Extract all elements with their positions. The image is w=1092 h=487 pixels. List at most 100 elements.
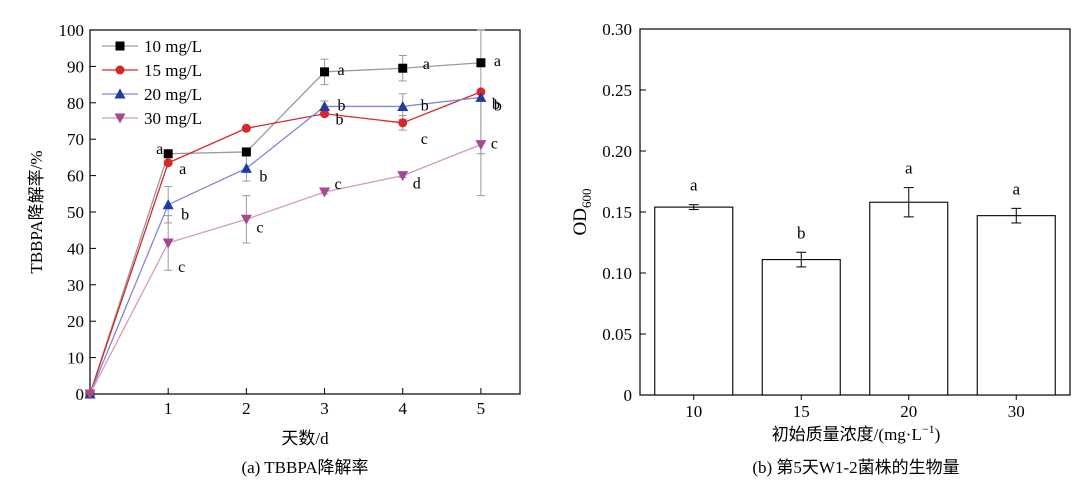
data-point <box>475 140 487 151</box>
significance-letter: c <box>421 131 428 148</box>
panel-b-x-axis: 10 15 20 30 <box>685 395 1025 421</box>
significance-letter: c <box>256 219 263 236</box>
data-point <box>162 199 174 210</box>
panel-b-x-axis-title: 初始质量浓度/(mg·L−1) <box>772 422 941 444</box>
data-point <box>476 58 486 68</box>
significance-letter: b <box>494 97 502 114</box>
panel-a-legend: 10 mg/L 15 mg/L 20 mg/L 30 mg/L <box>102 37 202 128</box>
data-point <box>319 187 331 198</box>
y-tick-label: 0.20 <box>602 142 632 161</box>
y-tick-label: 0 <box>624 386 633 405</box>
x-tick-label: 30 <box>1008 402 1025 421</box>
data-point <box>398 63 408 73</box>
bar <box>761 259 841 396</box>
data-point <box>397 171 409 182</box>
panel-b-bars <box>654 201 1056 396</box>
y-tick-label: 0.15 <box>602 203 632 222</box>
y-tick-label: 0.30 <box>602 20 632 39</box>
x-tick-label: 1 <box>164 399 173 418</box>
x-tick-label: 10 <box>685 402 702 421</box>
y-tick-label: 0.25 <box>602 81 632 100</box>
significance-letter: b <box>181 207 189 224</box>
y-tick-label: 100 <box>59 21 85 40</box>
data-point <box>397 100 409 111</box>
bar <box>869 201 949 396</box>
y-tick-label: 0.05 <box>602 325 632 344</box>
y-tick-label: 80 <box>67 94 84 113</box>
data-point <box>240 214 252 225</box>
data-point <box>398 118 408 128</box>
x-tick-label: 20 <box>900 402 917 421</box>
panel-a-markers <box>84 58 487 400</box>
significance-letter: b <box>492 96 500 113</box>
panel-a-caption: (a) TBBPA降解率 <box>241 458 368 477</box>
significance-letter: a <box>423 56 430 73</box>
series-line <box>89 62 481 395</box>
data-point <box>475 91 487 102</box>
significance-letter: d <box>413 176 421 193</box>
significance-letter: a <box>156 141 163 158</box>
y-tick-label: 70 <box>67 130 84 149</box>
data-point <box>163 149 173 159</box>
panel-b-y-axis-title: OD600 <box>570 189 594 236</box>
data-point <box>241 147 251 157</box>
y-tick-label: 30 <box>67 276 84 295</box>
significance-letter: b <box>797 223 806 242</box>
legend-label: 20 mg/L <box>144 85 202 104</box>
data-point <box>319 100 331 111</box>
significance-letter: b <box>336 112 344 129</box>
panel-b-y-axis-title-main: OD <box>570 208 591 235</box>
panel-a-y-axis-title: TBBPA降解率/% <box>27 150 46 273</box>
significance-letter: a <box>338 62 345 79</box>
series-line <box>89 144 482 395</box>
y-tick-label: 90 <box>67 57 84 76</box>
panel-b-x-axis-title-sup: −1 <box>922 422 935 436</box>
significance-letter: a <box>494 53 501 70</box>
significance-letter: b <box>259 168 267 185</box>
y-tick-label: 20 <box>67 312 84 331</box>
significance-letter: a <box>179 161 186 178</box>
panel-a-y-axis: 0 10 20 30 40 50 60 70 80 90 100 <box>59 21 96 404</box>
data-point <box>84 389 96 400</box>
significance-letter: b <box>338 97 346 114</box>
significance-letter: a <box>690 176 698 195</box>
panel-a-x-axis-title: 天数/d <box>281 429 329 448</box>
panel-a-x-axis: 1 2 3 4 5 <box>164 388 485 418</box>
bar <box>654 206 734 396</box>
data-point <box>240 162 252 173</box>
legend-marker <box>114 88 126 99</box>
data-point <box>320 67 330 77</box>
panel-b-significance-letters: a b a a <box>690 159 1021 243</box>
significance-letter: c <box>178 259 185 276</box>
significance-letter: c <box>491 136 498 153</box>
series-line <box>89 91 482 395</box>
panel-a-series-lines <box>89 62 482 395</box>
significance-letter: b <box>421 97 429 114</box>
legend-marker <box>115 41 125 51</box>
y-tick-label: 40 <box>67 239 84 258</box>
significance-letter: a <box>905 159 913 178</box>
bar <box>976 215 1056 396</box>
data-point <box>241 123 251 133</box>
y-tick-label: 10 <box>67 349 84 368</box>
legend-marker <box>114 113 126 124</box>
panel-b-biomass-chart: 0 0.05 0.10 0.15 0.20 0.25 0.30 10 15 20 30 a b aa … <box>570 20 1071 477</box>
x-tick-label: 15 <box>793 402 810 421</box>
panel-b-x-axis-title-end: ) <box>935 425 941 444</box>
significance-letter: c <box>335 176 342 193</box>
y-tick-label: 60 <box>67 167 84 186</box>
x-tick-label: 5 <box>477 399 486 418</box>
x-tick-label: 4 <box>398 399 407 418</box>
panel-b-y-axis: 0 0.05 0.10 0.15 0.20 0.25 0.30 <box>602 20 646 405</box>
data-point <box>163 158 173 168</box>
panel-b-error-bars <box>688 187 1022 268</box>
y-tick-label: 0.10 <box>602 264 632 283</box>
legend-marker <box>115 65 125 75</box>
series-line <box>89 96 481 395</box>
legend-label: 10 mg/L <box>144 37 202 56</box>
legend-label: 30 mg/L <box>144 109 202 128</box>
y-tick-label: 0 <box>76 385 85 404</box>
